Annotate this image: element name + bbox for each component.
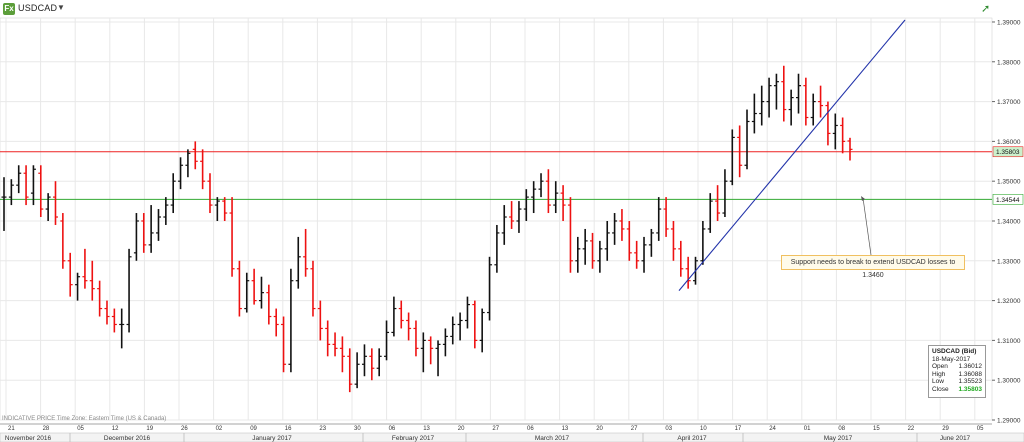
- x-tick-label: 03: [665, 426, 672, 432]
- open-label: Open: [932, 363, 948, 370]
- trendline: [678, 19, 906, 291]
- x-tick-label: 08: [838, 426, 845, 432]
- y-tick-label: 1.37000: [997, 99, 1021, 106]
- x-tick-label: 20: [458, 426, 465, 432]
- x-tick-label: 06: [389, 426, 396, 432]
- x-tick-label: 02: [216, 426, 223, 432]
- x-tick-label: 24: [769, 426, 776, 432]
- low-label: Low: [932, 378, 944, 385]
- x-tick-label: 06: [527, 426, 534, 432]
- y-tick-label: 1.36000: [997, 139, 1021, 146]
- x-tick-label: 10: [700, 426, 707, 432]
- symbol-label[interactable]: USDCAD: [18, 3, 58, 13]
- infobox-title: USDCAD (Bid): [932, 348, 977, 355]
- annotation-arrowhead: [861, 196, 865, 201]
- x-tick-label: 09: [250, 426, 257, 432]
- month-label: December 2016: [104, 435, 151, 442]
- resistance-label: 1.35803: [996, 149, 1020, 156]
- y-tick-label: 1.32000: [997, 298, 1021, 305]
- x-tick-label: 15: [873, 426, 880, 432]
- y-tick-label: 1.33000: [997, 258, 1021, 265]
- x-tick-label: 27: [631, 426, 638, 432]
- caret-down-icon[interactable]: ▼: [57, 3, 65, 12]
- infobox-close-row: Close 1.35803: [932, 386, 982, 394]
- x-tick-label: 27: [492, 426, 499, 432]
- high-value: 1.36088: [958, 370, 983, 378]
- infobox-date: 18-May-2017: [932, 355, 971, 363]
- support-label: 1.34544: [996, 197, 1020, 204]
- infobox-high-row: High 1.36088: [932, 371, 982, 379]
- month-label: June 2017: [940, 435, 971, 442]
- month-label: November 2016: [5, 435, 52, 442]
- low-value: 1.35523: [958, 378, 983, 385]
- pin-icon[interactable]: ➚: [981, 3, 991, 15]
- y-tick-label: 1.31000: [997, 338, 1021, 345]
- infobox-open-row: Open 1.36012: [932, 363, 982, 371]
- x-tick-label: 23: [319, 426, 326, 432]
- support-label-box: [992, 194, 1024, 205]
- x-tick-label: 16: [285, 426, 292, 432]
- high-label: High: [932, 370, 946, 378]
- x-tick-label: 01: [804, 426, 811, 432]
- ohlc-infobox: USDCAD (Bid) 18-May-2017 Open 1.36012 Hig…: [928, 345, 986, 398]
- support-annotation: Support needs to break to extend USDCAD …: [781, 255, 965, 279]
- chart-toolbar: Fx USDCAD ▼ ➚: [0, 0, 1024, 18]
- x-tick-label: 22: [908, 426, 915, 432]
- x-tick-label: 05: [977, 426, 984, 432]
- x-tick-label: 13: [562, 426, 569, 432]
- x-tick-label: 29: [942, 426, 949, 432]
- y-tick-label: 1.39000: [997, 19, 1021, 26]
- close-value: 1.35803: [958, 385, 983, 393]
- open-value: 1.36012: [958, 363, 983, 370]
- y-tick-label: 1.34000: [997, 218, 1021, 225]
- close-label: Close: [932, 385, 949, 393]
- x-tick-label: 30: [354, 426, 361, 432]
- month-label: May 2017: [824, 435, 853, 442]
- x-tick-label: 12: [112, 426, 119, 432]
- footer-note: INDICATIVE PRICE Time Zone: Eastern Time…: [2, 416, 167, 422]
- x-tick-label: 05: [77, 426, 84, 432]
- y-tick-label: 1.30000: [997, 378, 1021, 385]
- month-label: February 2017: [392, 435, 435, 442]
- x-tick-label: 13: [423, 426, 430, 432]
- y-tick-label: 1.35000: [997, 179, 1021, 186]
- fx-icon: Fx: [3, 3, 15, 15]
- x-tick-label: 20: [596, 426, 603, 432]
- x-tick-label: 21: [8, 426, 15, 432]
- resistance-label-box: [992, 146, 1024, 158]
- x-tick-label: 17: [735, 426, 742, 432]
- y-tick-label: 1.38000: [997, 59, 1021, 66]
- x-tick-label: 26: [181, 426, 188, 432]
- month-label: January 2017: [252, 435, 292, 442]
- x-tick-label: 19: [146, 426, 153, 432]
- infobox-low-row: Low 1.35523: [932, 378, 982, 386]
- month-label: April 2017: [677, 435, 707, 442]
- plot-area: [0, 17, 993, 421]
- month-label: March 2017: [535, 435, 570, 442]
- y-tick-label: 1.29000: [997, 418, 1021, 425]
- annotation-pointer: [862, 197, 872, 256]
- x-tick-label: 28: [43, 426, 50, 432]
- month-axis: [0, 432, 1024, 442]
